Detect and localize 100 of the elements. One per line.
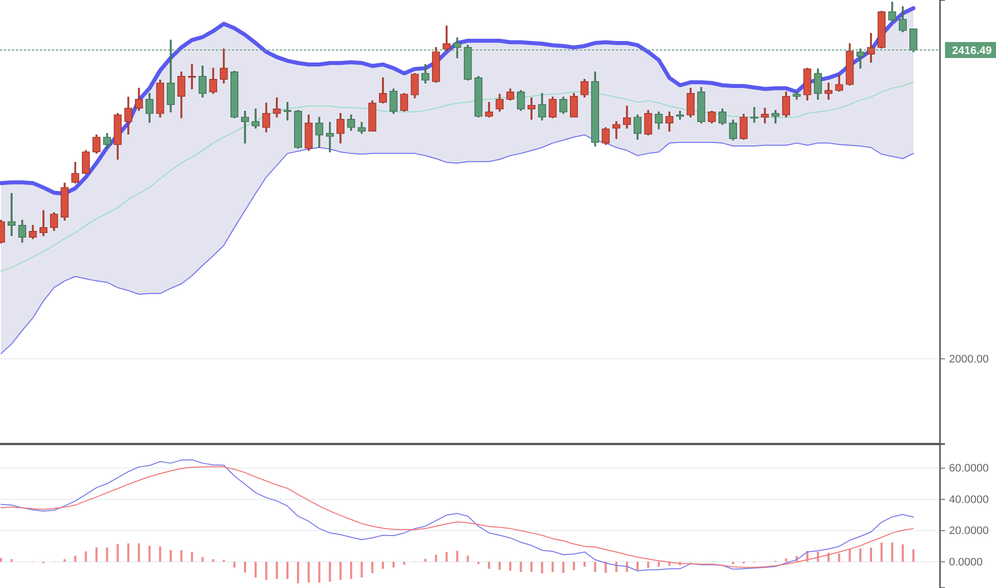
- candlestick: [198, 66, 206, 98]
- candlestick: [654, 112, 663, 130]
- bar: [520, 562, 522, 572]
- candlestick: [50, 212, 58, 231]
- bar: [562, 562, 564, 573]
- bar: [371, 562, 374, 574]
- candlestick: [740, 114, 748, 140]
- candlestick: [898, 6, 907, 32]
- candlestick: [697, 87, 706, 124]
- candlestick: [304, 114, 313, 151]
- bar: [456, 550, 458, 562]
- candlestick: [772, 110, 780, 124]
- candlestick: [230, 70, 238, 118]
- candlestick: [835, 74, 844, 92]
- candlestick: [676, 110, 684, 120]
- bar: [116, 544, 119, 562]
- candlestick: [28, 225, 37, 239]
- candlestick: [103, 133, 111, 149]
- candlestick: [602, 127, 610, 145]
- candlestick: [177, 72, 186, 118]
- bar: [424, 558, 426, 562]
- candlestick: [272, 98, 281, 118]
- bar: [434, 554, 438, 562]
- candlestick: [156, 80, 164, 118]
- bar: [276, 562, 278, 579]
- bar: [838, 553, 840, 562]
- candlestick: [686, 88, 695, 118]
- candlestick: [284, 102, 292, 120]
- candlestick: [708, 110, 716, 124]
- bar: [74, 556, 76, 562]
- bar: [466, 556, 469, 562]
- bar: [848, 549, 851, 562]
- bar: [902, 544, 904, 562]
- candlestick: [846, 43, 854, 86]
- candlestick: [220, 48, 228, 84]
- candlestick: [241, 110, 249, 144]
- candlestick: [729, 120, 737, 140]
- candlestick: [782, 92, 790, 118]
- candlestick: [878, 10, 886, 48]
- bar: [148, 546, 151, 562]
- bar: [658, 562, 660, 567]
- bar: [912, 549, 914, 562]
- bar: [541, 562, 544, 574]
- candlestick: [548, 96, 557, 118]
- y-tick-label: 60.0000: [949, 462, 989, 475]
- bar: [212, 559, 214, 562]
- candlestick: [262, 102, 270, 132]
- bar: [328, 562, 331, 582]
- y-tick-label: 0.0000: [949, 556, 983, 568]
- candlestick: [315, 116, 324, 148]
- bar: [360, 562, 363, 578]
- candlestick: [496, 94, 504, 112]
- bar: [880, 542, 883, 562]
- candlestick: [294, 110, 302, 149]
- bar: [244, 562, 246, 573]
- bar: [127, 543, 130, 562]
- candlestick: [71, 162, 80, 184]
- bar: [159, 546, 162, 562]
- bar: [180, 550, 182, 562]
- candlestick: [538, 93, 546, 120]
- candlestick: [612, 121, 620, 139]
- bar: [498, 562, 501, 570]
- candlestick: [146, 93, 154, 123]
- bar: [297, 562, 300, 584]
- bar: [286, 562, 289, 579]
- bar: [138, 543, 140, 562]
- y-tick-label: 2416.49: [952, 44, 992, 57]
- bar: [106, 547, 108, 562]
- candlestick: [368, 100, 376, 132]
- bar: [64, 559, 66, 562]
- bar: [594, 562, 596, 572]
- candlestick: [888, 2, 896, 22]
- candlestick: [379, 78, 387, 104]
- candlestick: [824, 82, 832, 100]
- line-series: [0, 82, 914, 272]
- candlestick: [135, 88, 143, 111]
- line-series: [0, 6, 916, 196]
- candlestick: [188, 64, 196, 90]
- candlestick: [60, 182, 69, 220]
- bar: [202, 557, 204, 562]
- bar: [382, 562, 384, 569]
- candlestick: [634, 114, 642, 140]
- candlestick: [421, 64, 430, 84]
- candlestick: [347, 114, 356, 131]
- bar: [170, 550, 172, 562]
- candlestick: [591, 72, 600, 146]
- candlestick: [326, 122, 334, 152]
- candlestick: [803, 68, 812, 100]
- bar: [318, 562, 320, 583]
- bar: [446, 552, 448, 562]
- candlestick: [814, 68, 822, 100]
- candlestick: [358, 122, 366, 134]
- candlestick: [410, 73, 419, 98]
- candlestick: [528, 98, 536, 120]
- candlestick: [400, 93, 408, 112]
- candlestick: [442, 26, 451, 51]
- candlestick: [760, 108, 769, 124]
- candlestick: [474, 76, 482, 118]
- candlestick: [432, 47, 440, 83]
- bar: [859, 548, 862, 562]
